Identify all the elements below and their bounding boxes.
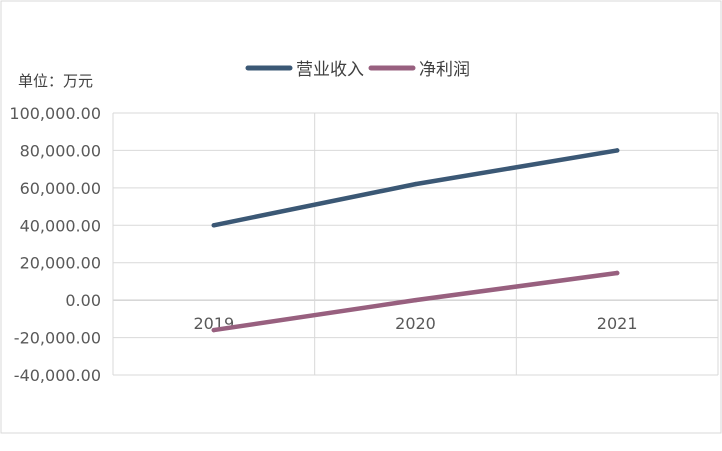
- data-point-revenue: [413, 181, 418, 187]
- x-tick-label: 2020: [395, 314, 436, 333]
- y-tick-label: 100,000.00: [9, 104, 101, 123]
- y-axis-ticks: 100,000.00 80,000.00 60,000.00 40,000.00 20,…: [9, 104, 101, 385]
- y-tick-label: 80,000.00: [20, 141, 101, 160]
- y-tick-label: 40,000.00: [20, 216, 101, 235]
- data-point-net-profit: [413, 297, 418, 303]
- y-tick-label: 60,000.00: [20, 179, 101, 198]
- legend: 营业收入 净利润: [245, 60, 470, 80]
- x-tick-label: 2021: [597, 314, 638, 333]
- data-point-revenue: [211, 223, 217, 228]
- legend-label-revenue: 营业收入: [296, 60, 364, 80]
- y-tick-label: 20,000.00: [20, 254, 101, 273]
- data-point-net-profit: [211, 327, 217, 333]
- y-tick-label: -20,000.00: [14, 329, 101, 348]
- series-lines: [211, 148, 620, 333]
- y-tick-label: 0.00: [65, 291, 101, 310]
- data-point-net-profit: [614, 270, 620, 276]
- data-point-revenue: [614, 148, 620, 153]
- y-tick-label: -40,000.00: [14, 366, 101, 385]
- legend-label-net-profit: 净利润: [419, 60, 470, 80]
- unit-label: 单位：万元: [18, 72, 93, 90]
- chart-border: [0, 0, 722, 434]
